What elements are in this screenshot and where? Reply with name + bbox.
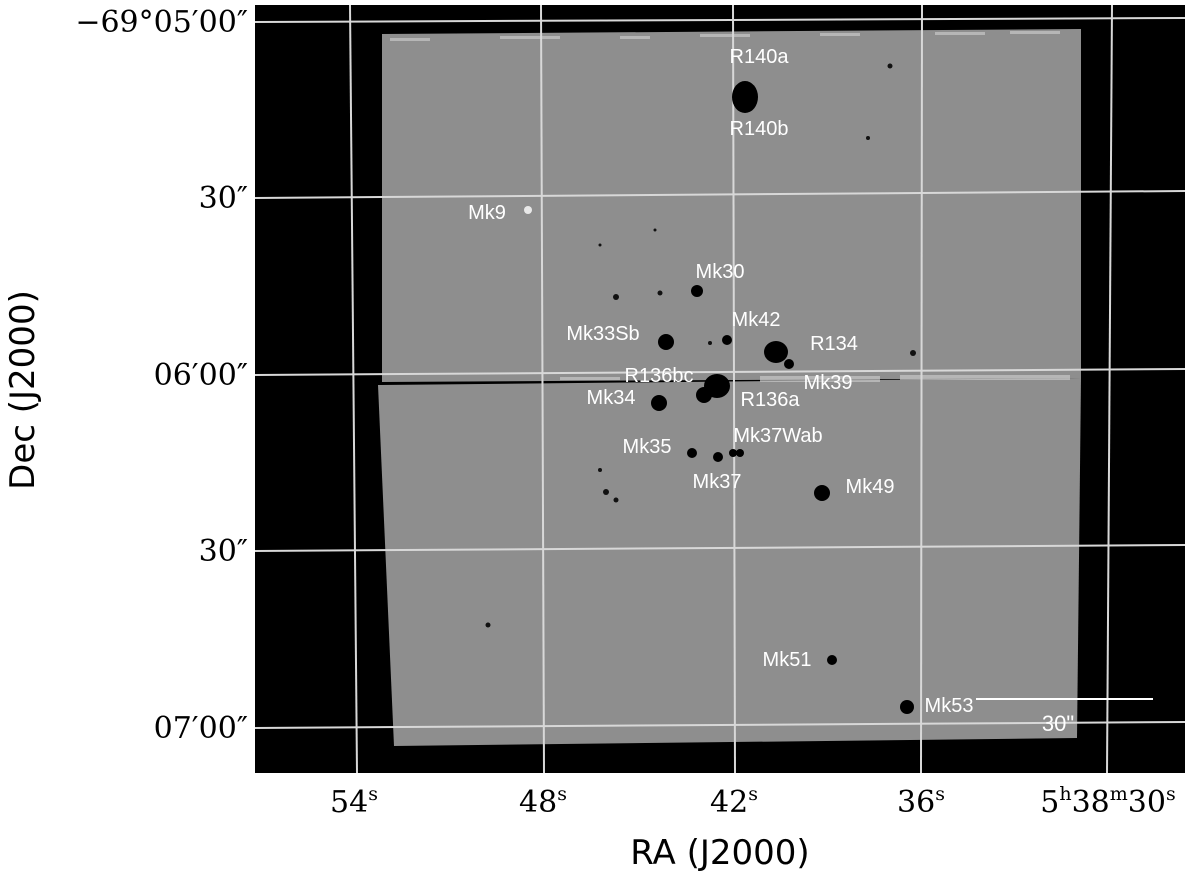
- label-r134: R134: [810, 333, 858, 355]
- dec-tick: −69°05′00″: [75, 5, 248, 40]
- bright-sources: [651, 81, 914, 714]
- dec-tick-labels: −69°05′00″ 30″ 06′00″ 30″ 07′00″: [75, 5, 248, 746]
- label-mk49: Mk49: [846, 476, 895, 498]
- dec-tick: 06′00″: [154, 358, 248, 393]
- ra-tick: 5h38m30s: [1040, 783, 1176, 820]
- label-mk37wab: Mk37Wab: [733, 425, 822, 447]
- label-mk53: Mk53: [925, 695, 974, 717]
- label-r136a: R136a: [741, 389, 801, 411]
- ra-tick-labels: 54s 48s 42s 36s 5h38m30s: [330, 783, 1176, 820]
- label-r140a: R140a: [730, 46, 790, 68]
- label-mk39: Mk39: [804, 372, 853, 394]
- field-upper-half: [382, 29, 1081, 382]
- faint-sources: [485, 63, 916, 628]
- dec-tick: 30″: [199, 534, 248, 569]
- label-r136bc: R136bc: [625, 365, 694, 387]
- ra-tick: 36s: [897, 783, 945, 820]
- x-axis-title: RA (J2000): [630, 833, 809, 873]
- scale-bar-label: 30": [1042, 711, 1074, 736]
- label-mk30: Mk30: [696, 261, 745, 283]
- star-labels: R140a R140b Mk9 Mk30 Mk42 Mk33Sb R134 R1…: [468, 46, 973, 717]
- dec-tick: 30″: [199, 181, 248, 216]
- dec-tick: 07′00″: [154, 711, 248, 746]
- label-mk37: Mk37: [693, 471, 742, 493]
- label-mk42: Mk42: [732, 309, 781, 331]
- field-lower-half: [378, 378, 1081, 746]
- coordinate-grid: [254, 4, 1186, 774]
- edge-noise: [390, 31, 1070, 382]
- label-r140b: R140b: [730, 118, 789, 140]
- ra-tick: 54s: [330, 783, 378, 820]
- y-axis-title: Dec (J2000): [3, 290, 43, 490]
- label-mk33sb: Mk33Sb: [566, 323, 639, 345]
- label-mk51: Mk51: [763, 649, 812, 671]
- ra-tick: 48s: [519, 783, 567, 820]
- ra-tick: 42s: [710, 783, 758, 820]
- label-mk34: Mk34: [587, 387, 636, 409]
- mk9-source: [524, 206, 532, 214]
- label-mk35: Mk35: [623, 436, 672, 458]
- label-mk9: Mk9: [468, 202, 506, 224]
